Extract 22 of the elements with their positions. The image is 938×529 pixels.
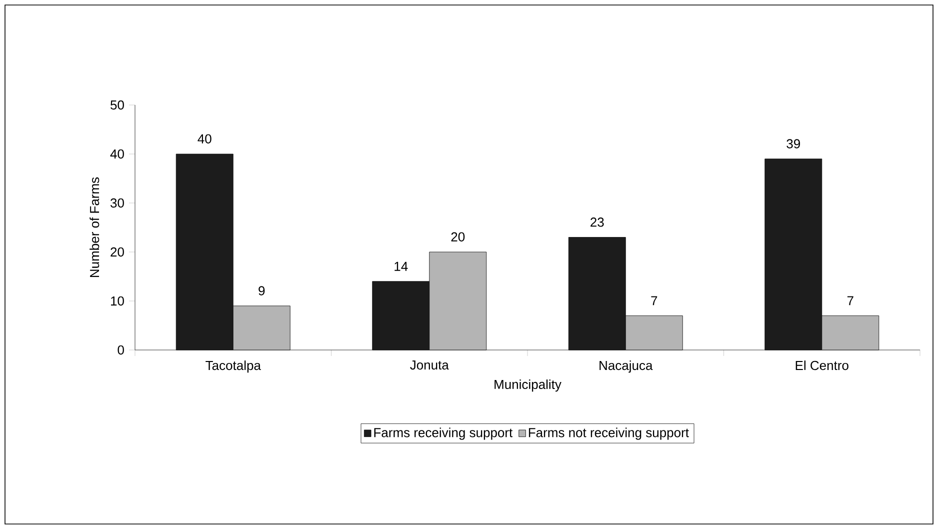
y-axis-title: Number of Farms — [90, 177, 100, 277]
data-label: 7 — [651, 296, 658, 306]
data-label: 20 — [451, 232, 465, 242]
y-tick-label: 50 — [110, 100, 124, 110]
legend-label: Farms not receiving support — [528, 428, 689, 440]
data-label: 7 — [847, 296, 854, 306]
y-tick-label: 30 — [110, 198, 124, 208]
x-tick-label: Nacajuca — [600, 360, 653, 373]
x-axis-title: Municipality — [494, 379, 562, 392]
y-tick-label: 20 — [110, 247, 124, 257]
legend-label: Farms receiving support — [374, 428, 513, 440]
data-label: 9 — [258, 286, 265, 296]
data-label: 14 — [394, 262, 408, 271]
data-label: 23 — [590, 218, 604, 227]
data-label: 39 — [786, 139, 800, 148]
x-tick-label: El Centro — [796, 360, 848, 370]
y-tick-label: 10 — [111, 296, 124, 306]
y-tick-label: 0 — [118, 345, 124, 355]
x-tick-label: Jonuta — [410, 360, 449, 370]
x-tick-label: Tacotalpa — [206, 360, 261, 373]
y-tick-label: 40 — [110, 149, 124, 159]
data-label: 40 — [198, 134, 212, 144]
